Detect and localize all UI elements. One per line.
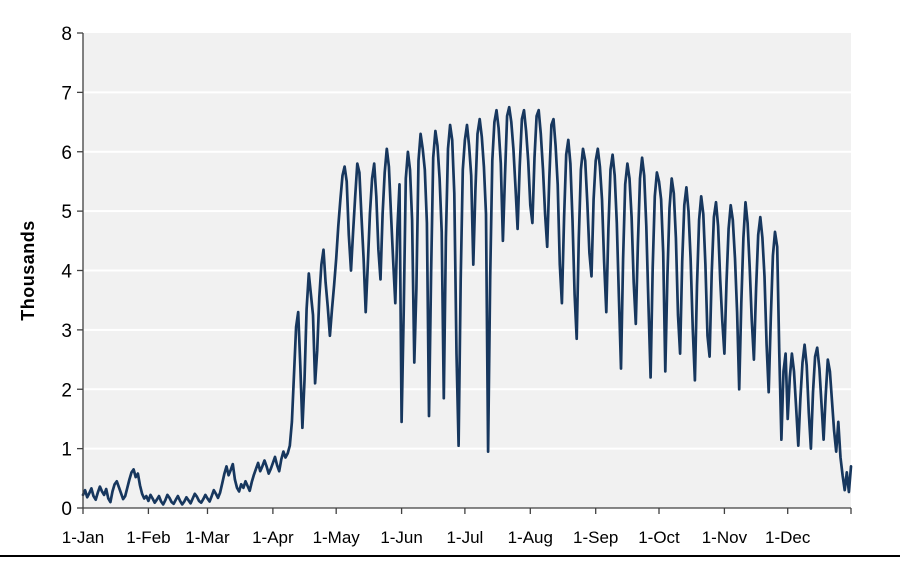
x-tick-label: 1-Mar [185, 528, 230, 547]
x-tick-label: 1-Sep [573, 528, 618, 547]
x-tick-label: 1-Jan [62, 528, 105, 547]
y-tick-label: 2 [61, 380, 72, 401]
y-tick-label: 6 [61, 143, 72, 164]
x-tick-label: 1-May [313, 528, 361, 547]
x-tick-label: 1-Dec [765, 528, 811, 547]
x-tick-label: 1-Jul [446, 528, 483, 547]
x-tick-label: 1-Nov [702, 528, 748, 547]
x-tick-label: 1-Aug [508, 528, 553, 547]
x-tick-label: 1-Jun [380, 528, 423, 547]
data-series-line [81, 105, 853, 506]
y-tick-label: 8 [61, 24, 72, 45]
x-tick-label: 1-Oct [638, 528, 680, 547]
bottom-divider [0, 555, 900, 557]
x-tick-label: 1-Apr [252, 528, 294, 547]
y-tick-label: 1 [61, 440, 72, 461]
x-tick-label: 1-Feb [126, 528, 170, 547]
y-tick-label: 7 [61, 83, 72, 104]
y-tick-label: 0 [61, 499, 72, 520]
y-tick-label: 4 [61, 262, 72, 283]
y-tick-label: 3 [61, 321, 72, 342]
y-tick-label: 5 [61, 202, 72, 223]
